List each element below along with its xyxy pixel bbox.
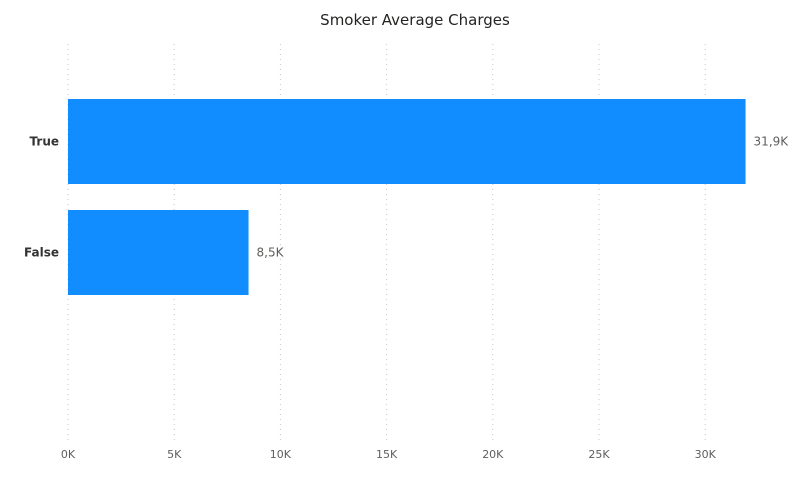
x-tick-label: 25K: [588, 448, 610, 461]
bar-true[interactable]: [68, 99, 746, 184]
bar-layer: [68, 99, 746, 295]
x-tick-label: 20K: [482, 448, 504, 461]
category-label-true: True: [30, 135, 59, 149]
data-label-false: 8,5K: [257, 246, 285, 260]
chart-title: Smoker Average Charges: [320, 11, 510, 29]
x-tick-label: 30K: [695, 448, 717, 461]
x-axis: 0K 5K 10K 15K 20K 25K 30K: [61, 448, 717, 461]
x-tick-label: 15K: [376, 448, 398, 461]
data-label-true: 31,9K: [754, 135, 790, 149]
x-tick-label: 0K: [61, 448, 76, 461]
category-label-false: False: [24, 246, 59, 260]
x-tick-label: 10K: [270, 448, 292, 461]
label-layer: True 31,9K False 8,5K: [24, 135, 789, 260]
x-tick-label: 5K: [167, 448, 182, 461]
bar-false[interactable]: [68, 210, 249, 295]
